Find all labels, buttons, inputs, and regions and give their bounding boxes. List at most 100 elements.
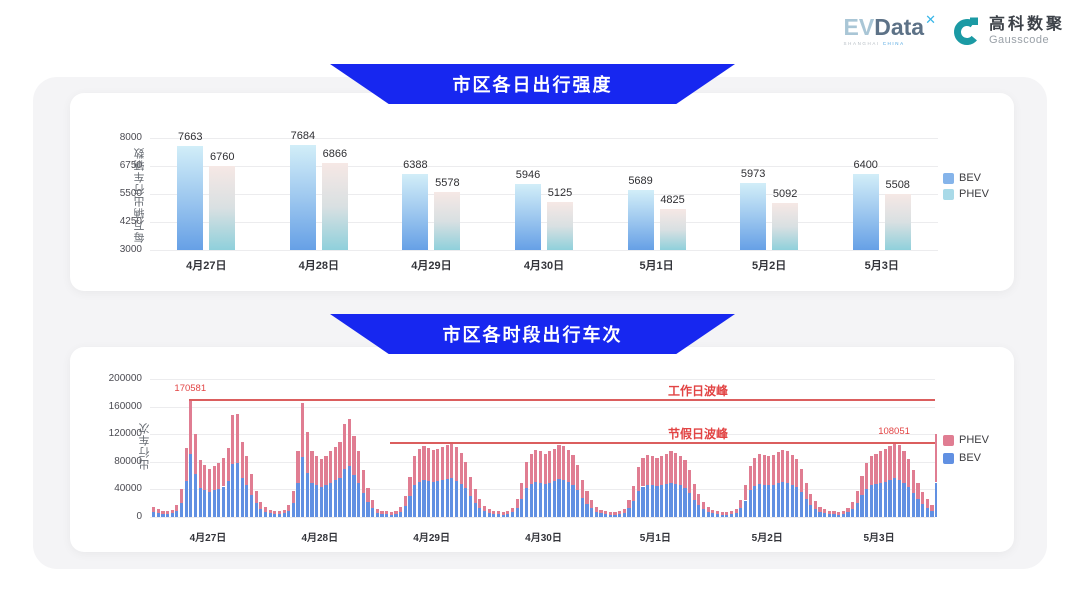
- bar-phev[interactable]: [590, 500, 594, 509]
- bar-bev[interactable]: [319, 486, 323, 517]
- bar-phev[interactable]: [729, 511, 734, 515]
- bar-phev[interactable]: [604, 511, 608, 515]
- bar-phev[interactable]: [841, 510, 845, 514]
- bar-phev[interactable]: [277, 511, 282, 515]
- legend-item-phev[interactable]: PHEV: [943, 188, 1013, 200]
- bar-bev[interactable]: [827, 513, 831, 517]
- bar-bev[interactable]: [627, 189, 654, 250]
- bar-phev[interactable]: [916, 482, 920, 500]
- bar-bev[interactable]: [263, 511, 268, 517]
- bar-phev[interactable]: [580, 479, 584, 498]
- bar-phev[interactable]: [226, 448, 230, 482]
- bar-bev[interactable]: [454, 480, 459, 517]
- bar-bev[interactable]: [496, 514, 501, 517]
- bar-bev[interactable]: [590, 508, 594, 517]
- bar-phev[interactable]: [408, 476, 412, 497]
- bar-bev[interactable]: [324, 485, 328, 517]
- bar-bev[interactable]: [366, 501, 370, 517]
- bar-bev[interactable]: [753, 486, 757, 517]
- bar-bev[interactable]: [641, 486, 645, 517]
- bar-bev[interactable]: [757, 484, 762, 517]
- bar-phev[interactable]: [426, 448, 431, 482]
- bar-phev[interactable]: [669, 451, 673, 483]
- bar-phev[interactable]: [879, 450, 883, 483]
- bar-phev[interactable]: [599, 510, 603, 514]
- bar-phev[interactable]: [482, 505, 487, 512]
- bar-bev[interactable]: [203, 490, 207, 517]
- bar-phev[interactable]: [371, 499, 375, 509]
- bar-phev[interactable]: [249, 474, 254, 495]
- bar-phev[interactable]: [562, 445, 566, 480]
- bar-bev[interactable]: [888, 480, 892, 517]
- bar-bev[interactable]: [729, 514, 734, 517]
- bar-bev[interactable]: [296, 482, 300, 517]
- bar-phev[interactable]: [203, 465, 207, 491]
- bar-bev[interactable]: [482, 511, 487, 517]
- bar-bev[interactable]: [925, 507, 929, 517]
- bar-bev[interactable]: [557, 479, 561, 517]
- bar-bev[interactable]: [371, 508, 375, 517]
- bar-phev[interactable]: [321, 163, 348, 250]
- bar-bev[interactable]: [879, 482, 883, 517]
- bar-phev[interactable]: [329, 451, 333, 483]
- bar-bev[interactable]: [231, 463, 235, 517]
- bar-bev[interactable]: [221, 486, 226, 517]
- bar-bev[interactable]: [687, 492, 692, 517]
- bar-bev[interactable]: [664, 484, 668, 517]
- bar-phev[interactable]: [543, 453, 547, 484]
- bar-phev[interactable]: [464, 461, 468, 489]
- bar-bev[interactable]: [846, 512, 850, 517]
- bar-bev[interactable]: [855, 503, 859, 517]
- bar-bev[interactable]: [907, 486, 911, 517]
- bar-bev[interactable]: [338, 478, 342, 517]
- bar-bev[interactable]: [776, 483, 780, 517]
- bar-phev[interactable]: [622, 508, 626, 513]
- bar-bev[interactable]: [506, 513, 510, 517]
- bar-phev[interactable]: [571, 454, 575, 485]
- bar-phev[interactable]: [399, 507, 403, 512]
- bar-phev[interactable]: [659, 209, 686, 250]
- bar-phev[interactable]: [608, 512, 612, 515]
- bar-phev[interactable]: [618, 511, 622, 515]
- bar-bev[interactable]: [734, 512, 738, 517]
- bar-phev[interactable]: [240, 442, 244, 479]
- bar-phev[interactable]: [762, 454, 766, 485]
- bar-bev[interactable]: [566, 482, 570, 517]
- bar-bev[interactable]: [408, 496, 412, 517]
- bar-bev[interactable]: [706, 511, 710, 517]
- bar-phev[interactable]: [851, 501, 855, 510]
- bar-phev[interactable]: [263, 507, 268, 512]
- bar-bev[interactable]: [646, 484, 650, 517]
- bar-bev[interactable]: [445, 479, 449, 517]
- bar-phev[interactable]: [468, 476, 473, 497]
- bar-phev[interactable]: [809, 493, 813, 505]
- bar-phev[interactable]: [301, 403, 305, 457]
- bar-phev[interactable]: [259, 501, 263, 510]
- bar-bev[interactable]: [450, 478, 454, 517]
- bar-phev[interactable]: [748, 465, 752, 491]
- bar-phev[interactable]: [209, 165, 236, 250]
- bar-bev[interactable]: [193, 473, 198, 517]
- bar-phev[interactable]: [198, 460, 202, 488]
- bar-phev[interactable]: [785, 451, 790, 483]
- bar-phev[interactable]: [375, 508, 379, 513]
- bar-phev[interactable]: [827, 510, 831, 514]
- bar-phev[interactable]: [436, 448, 440, 482]
- bar-bev[interactable]: [562, 480, 566, 517]
- bar-bev[interactable]: [165, 514, 170, 517]
- bar-phev[interactable]: [818, 507, 822, 512]
- bar-phev[interactable]: [846, 508, 850, 513]
- bar-phev[interactable]: [454, 447, 459, 481]
- bar-phev[interactable]: [757, 453, 762, 484]
- bar-phev[interactable]: [552, 448, 556, 482]
- bar-phev[interactable]: [837, 512, 841, 515]
- bar-phev[interactable]: [235, 413, 240, 464]
- bar-bev[interactable]: [212, 490, 216, 517]
- bar-bev[interactable]: [403, 506, 407, 517]
- bar-phev[interactable]: [478, 499, 482, 508]
- bar-phev[interactable]: [767, 456, 771, 486]
- bar-bev[interactable]: [473, 502, 477, 517]
- bar-phev[interactable]: [184, 448, 188, 482]
- bar-phev[interactable]: [315, 456, 319, 486]
- bar-phev[interactable]: [632, 485, 636, 501]
